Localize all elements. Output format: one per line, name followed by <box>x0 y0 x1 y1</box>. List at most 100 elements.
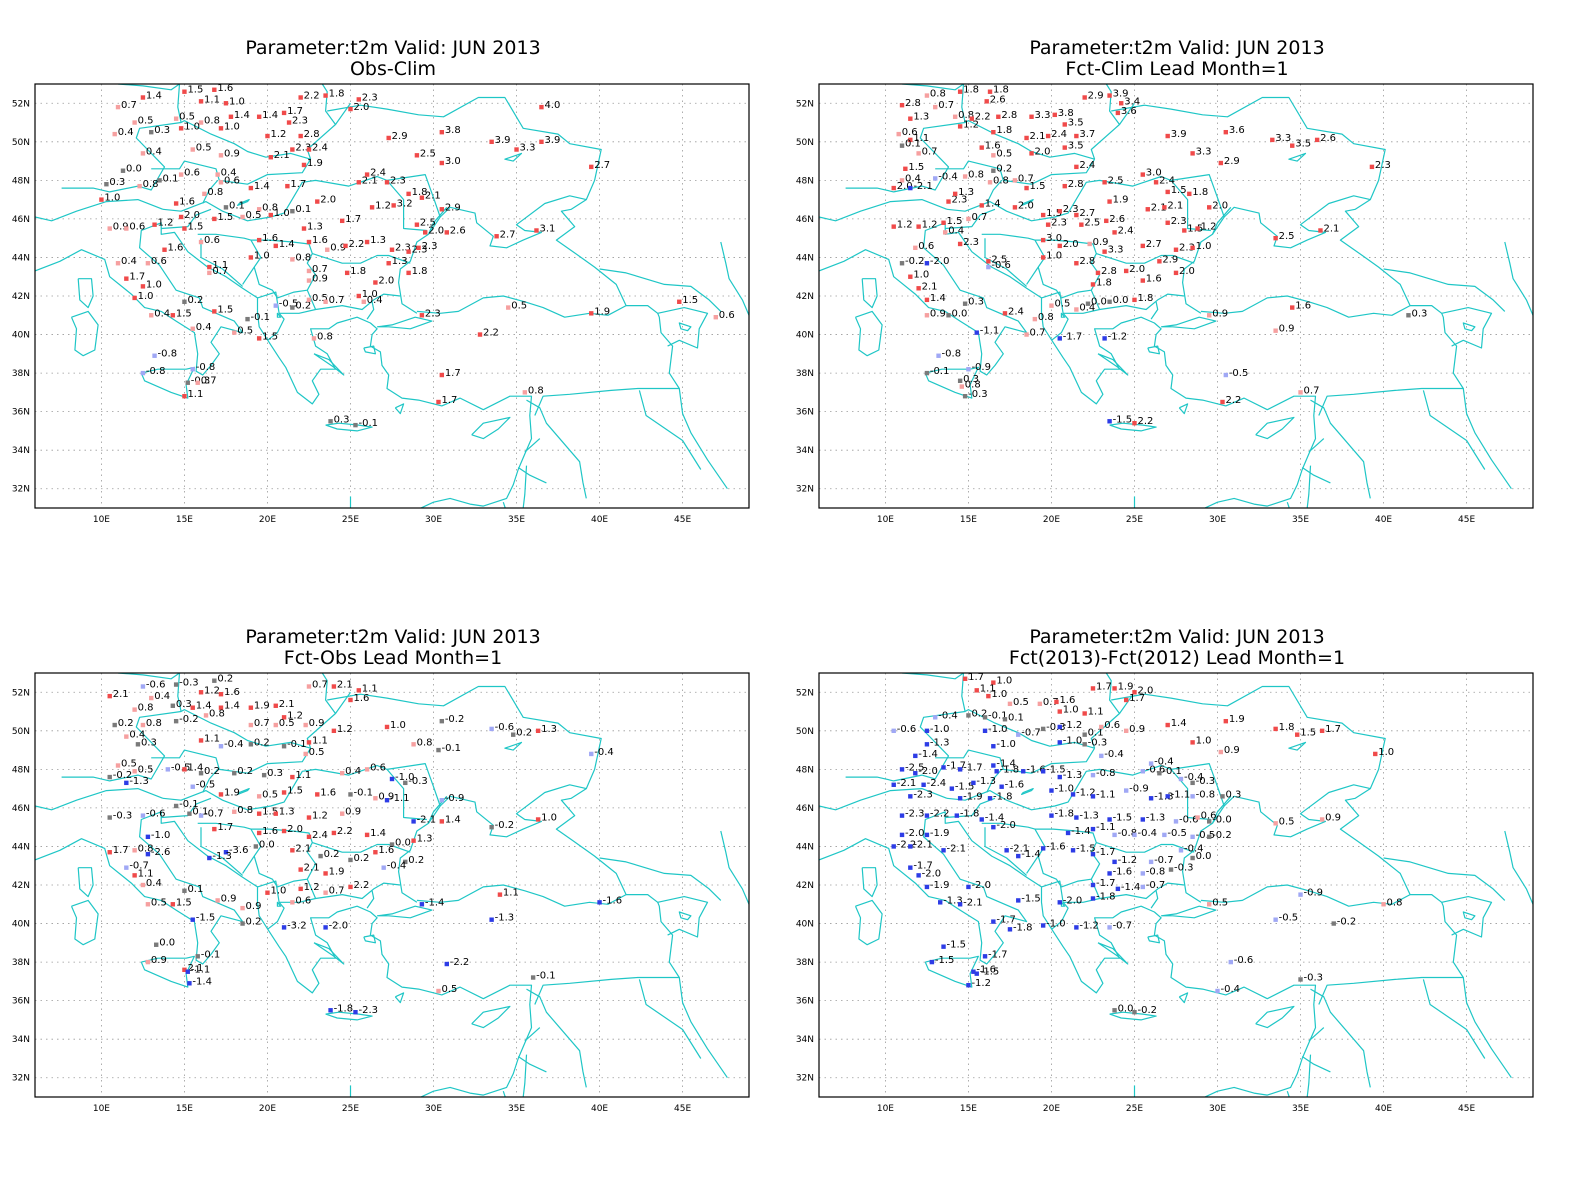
station-value: 3.5 <box>1068 141 1084 152</box>
coastline <box>1255 416 1295 440</box>
station-marker <box>1207 902 1212 907</box>
station: 0.4 <box>361 295 383 306</box>
station: 1.5 <box>1165 185 1187 196</box>
station-marker <box>323 871 328 876</box>
station-value: 0.5 <box>441 984 457 995</box>
station: -1.0 <box>991 739 1016 750</box>
station-value: 2.3 <box>422 241 438 252</box>
station: 1.0 <box>986 689 1007 700</box>
map-frame <box>818 672 1534 1098</box>
station: 2.6 <box>1104 214 1125 225</box>
station-value: 1.8 <box>996 125 1012 136</box>
station: 1.0 <box>384 720 406 731</box>
station-marker <box>389 776 395 782</box>
station: 0.8 <box>1032 312 1054 323</box>
station-marker <box>1314 137 1320 143</box>
station-value: 0.1 <box>295 204 311 215</box>
border-line <box>1211 206 1232 235</box>
station-marker <box>971 780 976 786</box>
station-marker <box>946 313 951 318</box>
station-marker <box>170 313 176 318</box>
station: 0.8 <box>411 737 432 748</box>
station: 2.3 <box>1057 204 1079 215</box>
station: -0.2 <box>1132 1005 1157 1016</box>
station-marker <box>957 902 963 907</box>
station-value: -0.6 <box>1234 955 1254 966</box>
station-value: 0.2 <box>516 728 532 739</box>
station: 0.2 <box>240 917 261 928</box>
station-value: 2.3 <box>1375 160 1391 171</box>
station-marker <box>145 959 151 965</box>
station-marker <box>891 782 896 787</box>
station-value: 1.9 <box>1113 195 1129 206</box>
station-marker <box>991 129 996 135</box>
station-marker <box>107 226 112 231</box>
map-layers: 2.1-0.6 -0.3 0.21.2 1.60.80.40.3 1.4 1.4 1.9 2.… <box>35 673 749 1097</box>
station-value: -0.3 <box>408 776 428 787</box>
station-value: 1.6 <box>262 826 278 837</box>
station: 0.3 <box>328 414 349 425</box>
station: 1.8 <box>1273 722 1295 733</box>
station: -2.0 <box>1057 895 1082 906</box>
station: -0.6 <box>1173 814 1199 825</box>
lat-tick-label: 34N <box>12 1035 30 1045</box>
station-value: -0.7 <box>1021 728 1041 739</box>
station-marker <box>1165 220 1170 225</box>
station: 0.4 <box>140 146 162 157</box>
station-value: -1.5 <box>955 782 975 793</box>
station-value: -0.6 <box>1146 764 1166 775</box>
station-marker <box>112 131 117 137</box>
border-line <box>599 857 722 901</box>
station: -1.1 <box>1090 822 1115 833</box>
station-marker <box>99 197 104 202</box>
station-marker <box>149 129 154 135</box>
station-marker <box>1223 718 1229 724</box>
station-marker <box>207 270 212 276</box>
border-line <box>1111 685 1386 789</box>
station: -1.6 <box>597 895 622 906</box>
station-layer: 0.71.41.5 1.61.1 1.00.5 0.5 0.81.4 1.4 1.72.2 1… <box>99 84 735 429</box>
station: -1.0 <box>145 830 170 841</box>
coastline <box>363 934 376 944</box>
border-line <box>1096 842 1195 853</box>
coastline <box>35 222 533 508</box>
station-marker <box>1107 199 1112 204</box>
station-marker <box>256 794 262 799</box>
coastlines <box>35 673 749 1097</box>
station-marker <box>962 394 968 399</box>
station-marker <box>315 199 320 204</box>
station-value: 2.0 <box>1063 239 1079 250</box>
station-marker <box>1057 900 1062 905</box>
station-marker <box>1002 717 1008 722</box>
border-line <box>35 788 164 811</box>
station: 0.4 <box>140 878 162 889</box>
station-marker <box>1119 101 1124 106</box>
station-value: 2.9 <box>1224 156 1240 167</box>
station-marker <box>924 313 930 318</box>
station: 2.9 <box>1218 156 1240 167</box>
station-marker <box>364 832 370 838</box>
station-value: 0.9 <box>1224 745 1240 756</box>
border-line <box>986 769 1003 793</box>
station: 1.4 <box>218 701 240 712</box>
station: -0.3 <box>1082 737 1107 748</box>
station-value: 2.1 <box>274 150 290 161</box>
station-value: 2.5 <box>420 148 436 159</box>
station-value: 1.0 <box>146 279 162 290</box>
station: 2.3 <box>416 241 437 252</box>
station-value: -0.5 <box>1167 828 1187 839</box>
station-value: -1.0 <box>996 739 1016 750</box>
station-marker <box>984 99 989 104</box>
border-line <box>1318 896 1493 1005</box>
station-marker <box>1207 313 1212 318</box>
lake-outline <box>237 199 250 206</box>
station: 1.9 <box>1107 195 1128 206</box>
station-value: 0.4 <box>129 730 145 741</box>
station: 2.4 <box>306 143 328 154</box>
station: 0.7 <box>248 718 270 729</box>
coastline <box>70 899 99 946</box>
lon-tick-label: 40E <box>1375 515 1392 525</box>
station-marker <box>439 372 445 378</box>
station-marker <box>589 311 594 316</box>
station: 1.1 <box>908 133 929 144</box>
